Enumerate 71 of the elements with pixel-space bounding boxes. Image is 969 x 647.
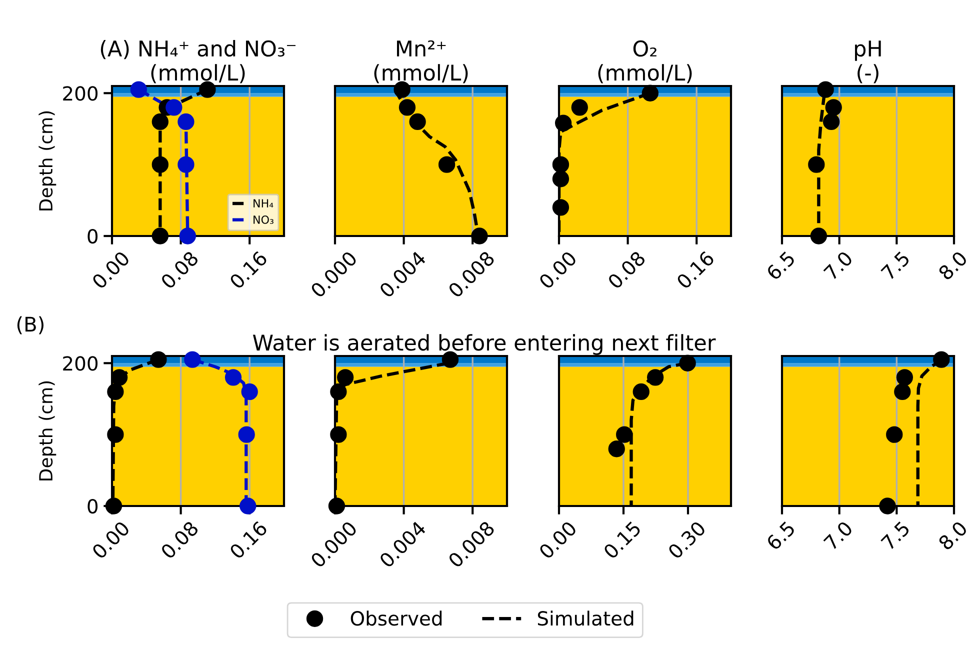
point [817,81,834,98]
point [438,156,456,173]
x-tick-label: 7.0 [823,520,854,551]
legend-label: Simulated [538,610,634,626]
point [166,99,182,116]
x-tick-label: 7.0 [823,250,854,281]
point [336,369,354,386]
point [554,114,572,132]
point [105,498,122,514]
x-tick-label: 7.5 [880,250,910,281]
point [179,228,196,244]
point [130,81,147,98]
x-tick-label: 7.5 [880,520,910,551]
y-axis-title: Depth (cm) [38,381,56,480]
point [616,426,633,443]
chart-title: (A) NH₄⁺ and NO₃⁻ (mmol/L) [100,40,296,84]
point [471,228,488,244]
point [152,113,168,130]
point [808,156,825,173]
y-tick-label: 200 [63,356,98,371]
point [632,383,650,400]
point [178,156,194,173]
point [894,383,911,400]
text: (B) [17,316,44,334]
point [152,156,168,173]
point [241,383,258,400]
point [825,99,842,116]
point [571,99,588,116]
x-tick-label: 6.5 [766,520,796,551]
point [224,369,242,386]
point [152,228,168,244]
point [608,440,625,458]
point [552,199,570,216]
point [642,84,658,102]
point [552,156,570,173]
x-tick-label: 6.5 [766,250,796,281]
chart-title: Mn²⁺ (mmol/L) [374,40,468,84]
point [442,351,459,368]
point [240,498,256,514]
y-tick-label: 200 [63,86,98,101]
point [552,170,570,188]
point [886,426,903,443]
legend-label: NO₃ [254,215,274,224]
chart-title: Water is aerated before entering next filter [252,334,716,355]
x-tick-label: 8.0 [938,250,968,281]
chart-title: O₂ (mmol/L) [598,40,692,84]
point [238,426,255,443]
point [933,351,950,368]
point [679,354,696,372]
point [409,113,426,130]
point [107,383,124,400]
legend-label: Observed [350,610,442,626]
legend-label: NH₄ [254,199,274,208]
point [822,113,840,130]
point [330,426,347,443]
chart-title: pH (-) [855,40,881,84]
point [879,498,896,514]
y-axis-title: Depth (cm) [38,111,56,210]
point [328,498,346,514]
point [646,369,664,386]
point [896,369,914,386]
point [398,99,416,116]
point [184,351,201,368]
point [810,228,828,244]
point [107,426,124,443]
x-tick-label: 8.0 [938,520,968,551]
point [178,113,194,130]
y-tick-label: 0 [88,228,98,244]
y-tick-label: 0 [88,498,98,514]
point [330,383,347,400]
point [150,351,167,368]
